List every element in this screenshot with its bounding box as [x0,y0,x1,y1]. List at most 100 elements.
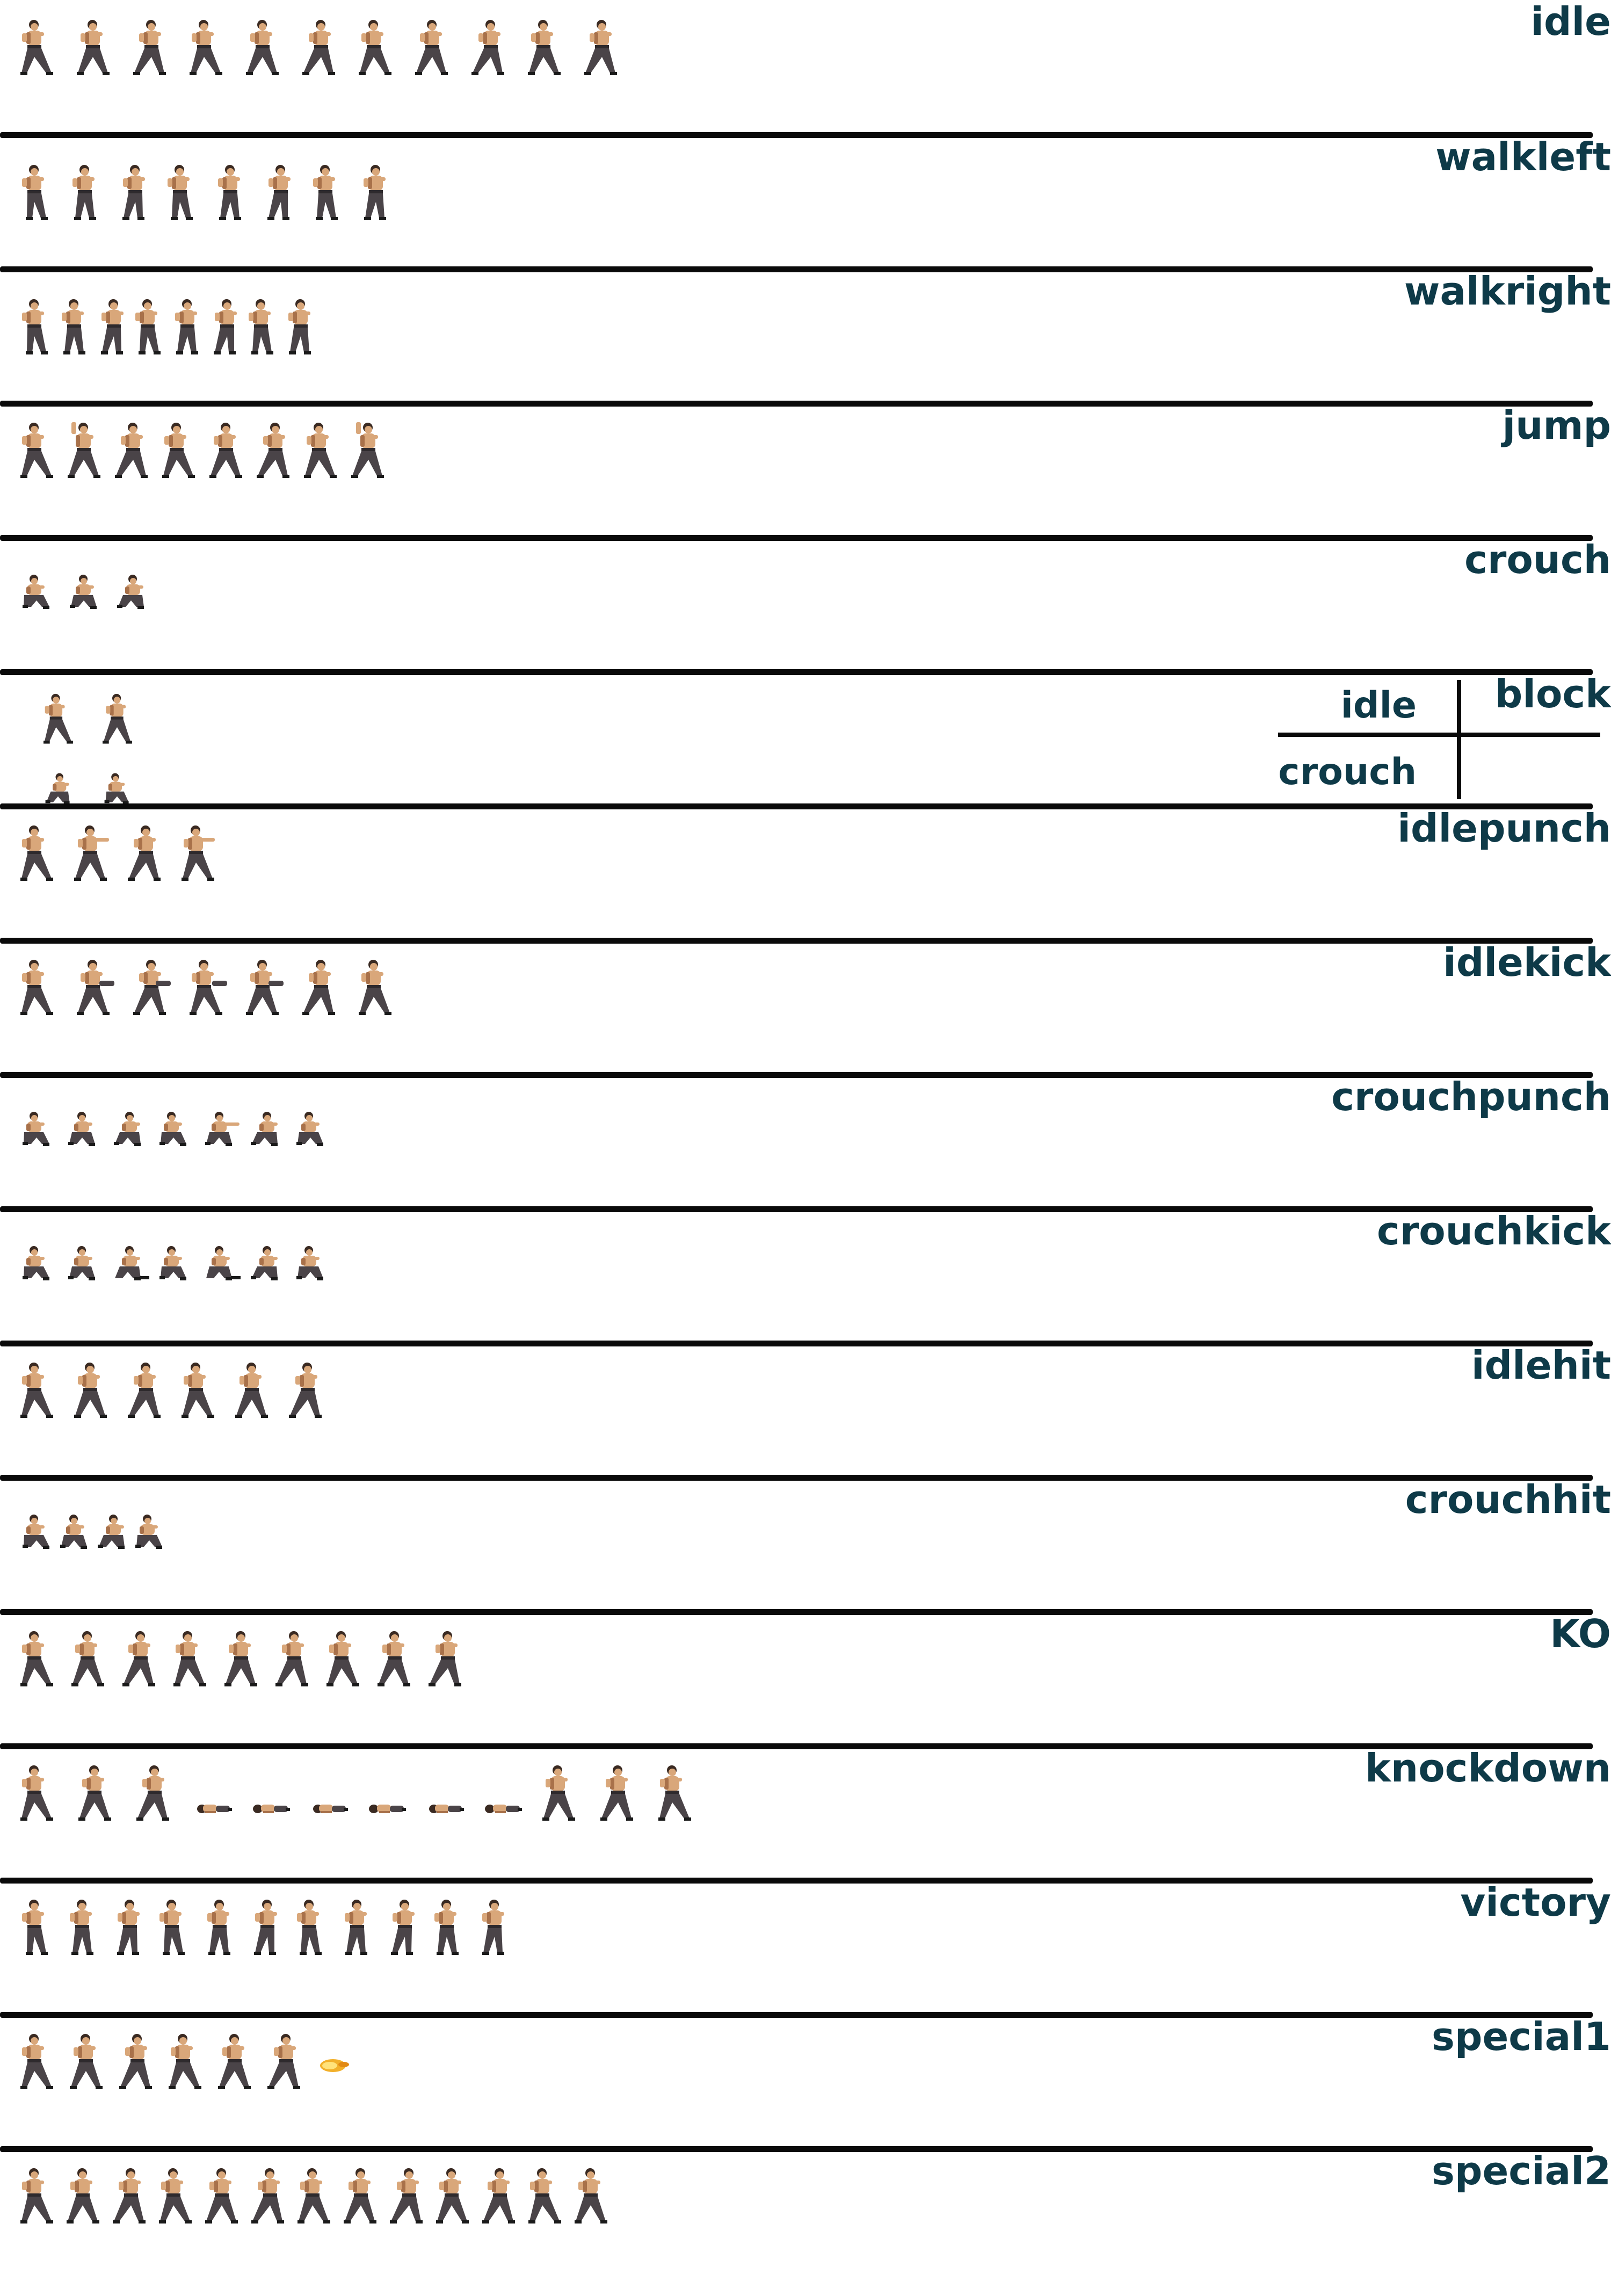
sprite-frame [152,1222,195,1287]
anim-label: special2 [1432,2148,1611,2193]
sprite-frame [15,1759,58,1824]
sprite-frame [15,293,58,358]
sprite-frame [157,417,200,481]
sprite-frame [372,1625,415,1690]
anim-row-knockdown: knockdown [0,1743,1611,1878]
anim-row-jump: jump [0,401,1611,535]
sprite-frame [39,689,77,747]
sprite-frame [284,1357,326,1421]
sprite-frame [122,1357,165,1421]
anim-label: victory [1460,1880,1611,1925]
sprite-frame [62,551,105,615]
row-divider [0,938,1593,944]
anim-label: walkleft [1435,134,1611,179]
sprite-frame [208,159,251,223]
sprite-frame [523,2162,566,2227]
sprite-frame [311,2028,354,2092]
anim-label: jump [1502,403,1611,448]
sprite-frame [384,2162,427,2227]
anim-row-special2: special2 [0,2146,1611,2280]
row-divider [0,669,1593,675]
sprite-frame [241,954,284,1018]
sprite-frame [15,551,58,615]
sprite-frame [410,14,453,78]
sprite-frame [63,159,106,223]
sprite-frame [278,293,321,358]
sprite-frame [15,1491,58,1555]
sprite-frame [117,1625,160,1690]
sprite-frame [289,1222,332,1287]
sprite-frame [346,417,389,481]
sprite-frame [110,551,153,615]
sprite-frame [53,1491,96,1555]
anim-label: crouchkick [1377,1208,1611,1254]
anim-label: crouch [1464,537,1611,582]
sprite-frame [353,14,396,78]
anim-label: special1 [1432,2014,1611,2059]
sprite-frame [421,1759,464,1824]
row-divider [0,1609,1593,1615]
sprite-frame [90,1491,133,1555]
sprite-frame [579,14,622,78]
sprite-frame [15,417,58,481]
sprite-frame [106,1222,149,1287]
sprite-frame [289,1088,332,1153]
anim-row-crouchhit: crouchhit [0,1475,1611,1609]
row-divider [0,803,1593,809]
row-divider [0,1341,1593,1346]
row-divider [0,1475,1593,1481]
sprite-frame [128,14,171,78]
sprite-frame [15,1894,58,1958]
anim-label: walkright [1404,269,1611,314]
sprite-frame [243,1088,286,1153]
sprite-frame [246,2162,289,2227]
anim-row-walkright: walkright [0,266,1611,401]
anim-row-idlehit: idlehit [0,1341,1611,1475]
row-divider [0,1072,1593,1078]
sprite-frame [106,1088,149,1153]
sprite-frame [61,1894,104,1958]
sprite-frame [595,1759,638,1824]
sprite-frame [69,1357,112,1421]
sprite-frame [423,1625,466,1690]
anim-label: crouchpunch [1331,1074,1611,1119]
sprite-frame [61,2162,104,2227]
anim-label: idlehit [1471,1343,1611,1388]
sprite-frame [431,2162,474,2227]
anim-row-ko: KO [0,1609,1611,1743]
sprite-frame [338,2162,381,2227]
block-sub-label-crouch: crouch [1278,751,1417,793]
anim-label: crouchhit [1405,1477,1611,1522]
sprite-frame [479,1759,522,1824]
sprite-frame [203,293,246,358]
sprite-frame [299,417,342,481]
anim-label: idlekick [1443,940,1611,985]
sprite-frame [247,1759,290,1824]
sprite-frame [353,159,396,223]
anim-label: block [1494,671,1611,716]
sprite-frame [198,1894,241,1958]
sprite-frame [262,2028,305,2092]
anim-row-idle: idle [0,0,1611,132]
sprite-frame [73,1759,116,1824]
sprite-frame [15,2028,58,2092]
sprite-frame [230,1357,273,1421]
sprite-frame [523,14,565,78]
row-divider [0,2146,1593,2152]
anim-label: idle [1530,0,1611,44]
anim-row-block: block idle crouch [0,669,1611,805]
sprite-frame [335,1894,378,1958]
sprite-frame [176,1357,219,1421]
row-divider [0,1206,1593,1212]
sprite-frame [69,820,112,884]
sprite-frame [305,1759,348,1824]
sprite-frame [176,820,219,884]
sprite-frame [15,1222,58,1287]
sprite-frame [297,954,340,1018]
sprite-frame [131,1759,174,1824]
sprite-frame [305,159,348,223]
anim-row-crouch: crouch [0,535,1611,669]
sprite-frame [128,954,171,1018]
sprite-frame [15,1357,58,1421]
